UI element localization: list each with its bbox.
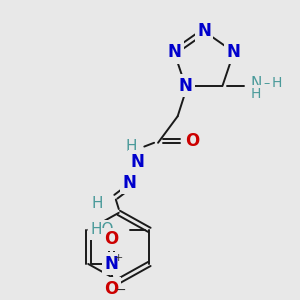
Text: H: H (92, 196, 103, 211)
Text: –: – (264, 76, 270, 90)
Text: N: N (227, 43, 241, 61)
Text: N: N (167, 43, 181, 61)
Text: N: N (178, 77, 193, 95)
Text: N: N (105, 255, 119, 273)
Text: N: N (250, 76, 262, 91)
Text: O: O (105, 230, 119, 248)
Text: N: N (197, 22, 211, 40)
Text: O: O (105, 280, 119, 298)
Text: +: + (114, 253, 123, 263)
Text: O: O (185, 132, 200, 150)
Text: N: N (123, 173, 136, 191)
Text: HO: HO (91, 222, 114, 237)
Text: H: H (272, 76, 282, 90)
Text: N: N (130, 153, 144, 171)
Text: H: H (250, 88, 261, 101)
Text: H: H (126, 139, 137, 154)
Text: −: − (115, 284, 126, 297)
